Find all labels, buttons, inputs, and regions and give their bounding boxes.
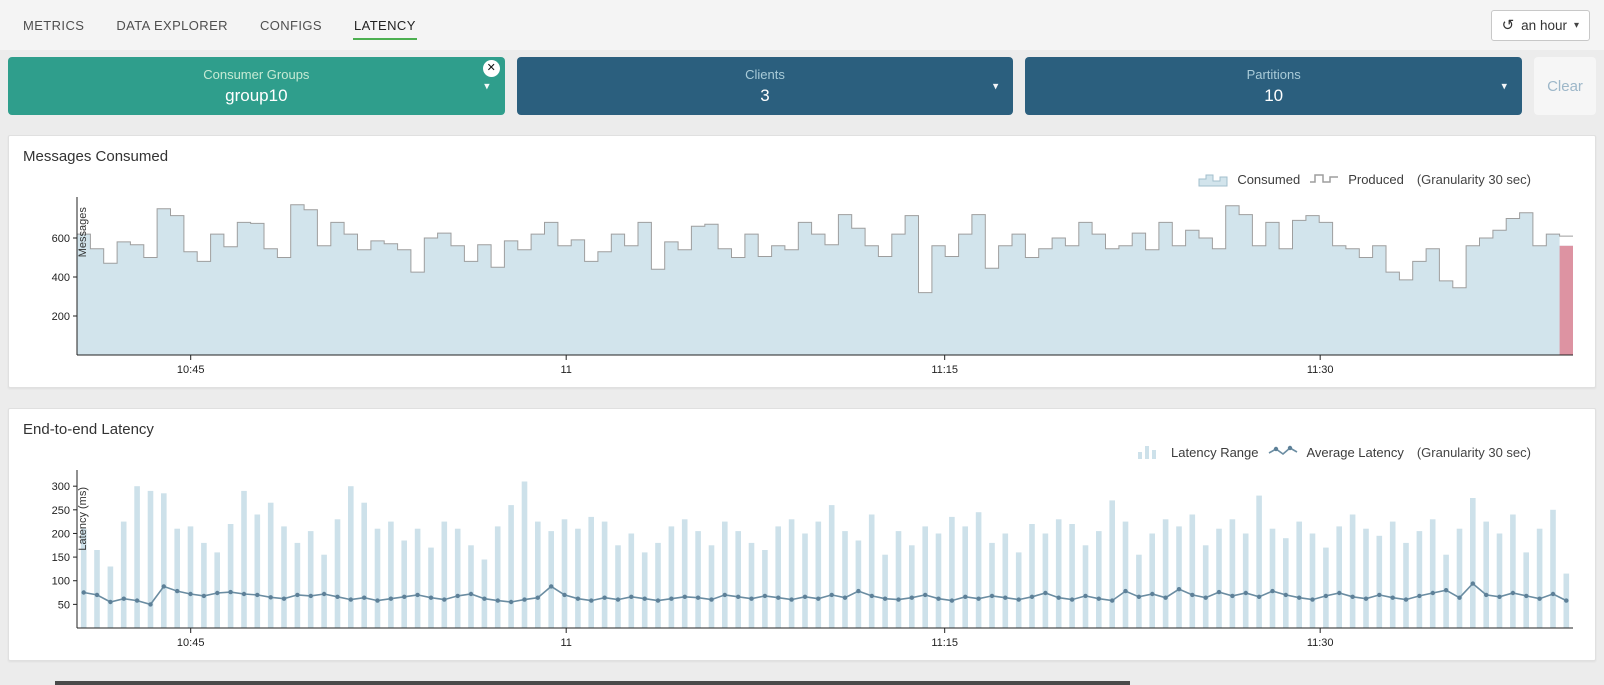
produced-line-icon: [1310, 174, 1339, 183]
clients-dropdown[interactable]: Clients 3 ▾: [516, 57, 1014, 115]
filter-bar: ✕ Consumer Groups group10 ▾ Clients 3 ▾ …: [0, 50, 1604, 115]
messages-consumed-chart[interactable]: 200 400 600 10:45 11 11:15 11:30 Messages: [21, 191, 1583, 383]
close-icon[interactable]: ✕: [482, 60, 500, 77]
svg-text:11:15: 11:15: [931, 364, 958, 376]
svg-text:11:30: 11:30: [1307, 637, 1334, 649]
svg-text:300: 300: [52, 481, 70, 493]
cropped-chart-edge: [55, 681, 1130, 685]
svg-text:10:45: 10:45: [177, 364, 205, 376]
svg-text:11: 11: [560, 637, 571, 649]
svg-text:150: 150: [52, 552, 70, 564]
svg-text:Messages: Messages: [77, 207, 89, 258]
partitions-label: Partitions: [1246, 66, 1301, 82]
svg-text:100: 100: [52, 576, 70, 588]
time-range-selector[interactable]: ↺ an hour ▾: [1490, 9, 1590, 41]
legend-produced-label: Produced: [1348, 171, 1404, 187]
top-navigation-bar: METRICS DATA EXPLORER CONFIGS LATENCY ↺ …: [0, 0, 1604, 50]
consumer-groups-value: group10: [225, 85, 288, 105]
legend-average-latency-label: Average Latency: [1306, 444, 1404, 460]
nav-tabs: METRICS DATA EXPLORER CONFIGS LATENCY: [22, 10, 417, 40]
panel-title: End-to-end Latency: [23, 421, 154, 438]
history-icon: ↺: [1501, 16, 1515, 34]
average-latency-line-icon: [1268, 445, 1297, 456]
svg-text:Latency (ms): Latency (ms): [77, 487, 89, 551]
svg-text:11:15: 11:15: [931, 637, 958, 649]
end-to-end-latency-chart[interactable]: 50 100 150 200 250 300 10:45 11 11:15 11:30 Latenc…: [21, 464, 1583, 656]
svg-text:10:45: 10:45: [177, 637, 205, 649]
svg-text:11:30: 11:30: [1307, 364, 1334, 376]
chevron-down-icon: ▾: [1573, 19, 1579, 31]
svg-text:50: 50: [58, 599, 70, 611]
svg-text:200: 200: [52, 528, 70, 540]
panel-title: Messages Consumed: [23, 148, 169, 165]
consumer-groups-label: Consumer Groups: [203, 66, 310, 82]
chevron-down-icon: ▾: [484, 80, 490, 93]
svg-text:600: 600: [52, 233, 70, 245]
clients-label: Clients: [745, 66, 785, 82]
svg-text:250: 250: [52, 505, 70, 517]
partitions-dropdown[interactable]: Partitions 10 ▾: [1025, 57, 1523, 115]
chevron-down-icon: ▾: [992, 80, 999, 93]
chevron-down-icon: ▾: [1501, 80, 1508, 93]
tab-latency[interactable]: LATENCY: [352, 10, 417, 40]
granularity-label: (Granularity 30 sec): [1416, 444, 1531, 460]
granularity-label: (Granularity 30 sec): [1416, 171, 1531, 187]
svg-text:11: 11: [560, 364, 571, 376]
partitions-value: 10: [1264, 85, 1284, 105]
tab-data-explorer[interactable]: DATA EXPLORER: [116, 18, 228, 33]
legend-consumed-label: Consumed: [1237, 171, 1301, 187]
tab-metrics[interactable]: METRICS: [23, 18, 85, 33]
legend-latency-range-label: Latency Range: [1171, 444, 1259, 460]
clients-value: 3: [760, 85, 770, 105]
latency-range-bars-icon: [1138, 446, 1157, 459]
svg-text:400: 400: [52, 272, 70, 284]
consumed-area-icon: [1198, 174, 1228, 187]
time-range-label: an hour: [1521, 17, 1567, 33]
end-to-end-latency-panel: End-to-end Latency Latency Range Average…: [8, 408, 1596, 661]
tab-configs[interactable]: CONFIGS: [259, 18, 322, 33]
latency-chart-legend: Latency Range Average Latency (Granulari…: [21, 440, 1583, 464]
clear-filters-button[interactable]: Clear: [1534, 57, 1597, 115]
svg-text:200: 200: [52, 311, 70, 323]
messages-consumed-panel: Messages Consumed Consumed Produced (Gra…: [8, 135, 1596, 388]
consumer-groups-dropdown[interactable]: ✕ Consumer Groups group10 ▾: [8, 57, 505, 115]
messages-chart-legend: Consumed Produced (Granularity 30 sec): [21, 167, 1583, 191]
